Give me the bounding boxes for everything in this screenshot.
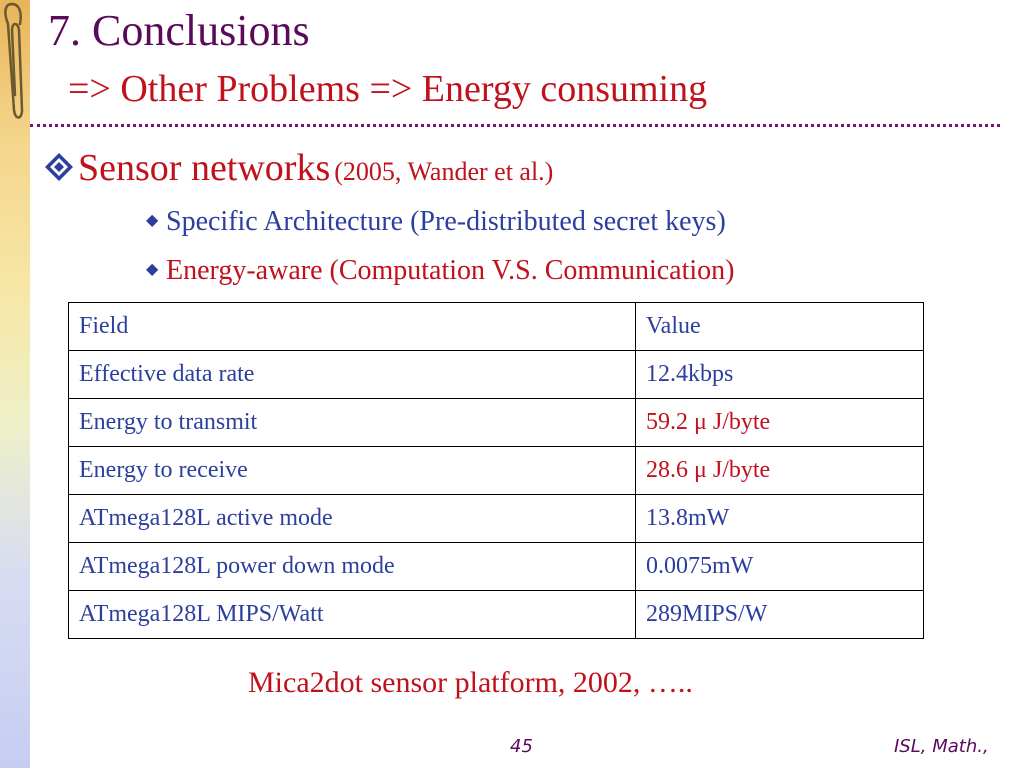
footer-affiliation: ISL, Math., (894, 736, 989, 757)
bullet-citation: (2005, Wander et al.) (334, 157, 554, 186)
table-row: Effective data rate 12.4kbps (68, 350, 924, 399)
diamond-bullet-icon (44, 152, 78, 187)
small-diamond-bullet-icon: ◆ (146, 211, 159, 229)
small-diamond-bullet-icon: ◆ (146, 260, 159, 278)
table-cell-field: ATmega128L active mode (68, 494, 636, 543)
table-row: ATmega128L MIPS/Watt 289MIPS/W (68, 590, 924, 639)
table-cell-field: Energy to receive (68, 446, 636, 495)
slide-subtitle: => Other Problems => Energy consuming (68, 68, 708, 110)
sub-bullet-energy-aware: ◆ Energy-aware (Computation V.S. Communic… (146, 255, 734, 287)
table-row: Energy to transmit 59.2 μ J/byte (68, 398, 924, 447)
table-cell-value: 289MIPS/W (635, 590, 924, 639)
sub-bullet-text: Specific Architecture (Pre-distributed s… (166, 206, 726, 237)
sub-bullet-architecture: ◆ Specific Architecture (Pre-distributed … (146, 206, 726, 238)
table-cell-field: Effective data rate (68, 350, 636, 399)
sub-bullet-text: Energy-aware (Computation V.S. Communica… (166, 255, 735, 286)
slide-title: 7. Conclusions (48, 6, 310, 55)
table-cell-value: 28.6 μ J/byte (635, 446, 924, 495)
table-row: ATmega128L active mode 13.8mW (68, 494, 924, 543)
bullet-sensor-networks: Sensor networks (2005, Wander et al.) (44, 146, 553, 190)
table-cell-value: 13.8mW (635, 494, 924, 543)
paper-clip-icon (4, 2, 24, 119)
table-cell-field: Energy to transmit (68, 398, 636, 447)
table-header-row: Field Value (68, 302, 924, 351)
left-decorative-strip (0, 0, 30, 768)
table-header-cell: Value (635, 302, 924, 351)
title-divider (30, 124, 1000, 127)
table-cell-value: 12.4kbps (635, 350, 924, 399)
table-cell-value: 59.2 μ J/byte (635, 398, 924, 447)
table-cell-field: ATmega128L power down mode (68, 542, 636, 591)
table-row: ATmega128L power down mode 0.0075mW (68, 542, 924, 591)
table-cell-value: 0.0075mW (635, 542, 924, 591)
energy-table: Field Value Effective data rate 12.4kbps… (68, 302, 924, 639)
table-caption: Mica2dot sensor platform, 2002, ….. (248, 666, 693, 699)
table-cell-field: ATmega128L MIPS/Watt (68, 590, 636, 639)
page-number: 45 (510, 736, 533, 757)
bullet-main-text: Sensor networks (78, 147, 331, 189)
table-header-cell: Field (68, 302, 636, 351)
table-row: Energy to receive 28.6 μ J/byte (68, 446, 924, 495)
